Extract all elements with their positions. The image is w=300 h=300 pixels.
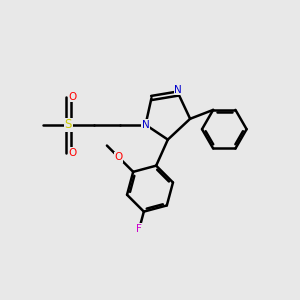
Text: S: S	[64, 118, 72, 131]
Text: O: O	[69, 92, 77, 101]
Text: N: N	[174, 85, 182, 95]
Text: O: O	[69, 148, 77, 158]
Text: O: O	[114, 152, 123, 162]
Text: N: N	[142, 120, 149, 130]
Text: F: F	[136, 224, 142, 234]
